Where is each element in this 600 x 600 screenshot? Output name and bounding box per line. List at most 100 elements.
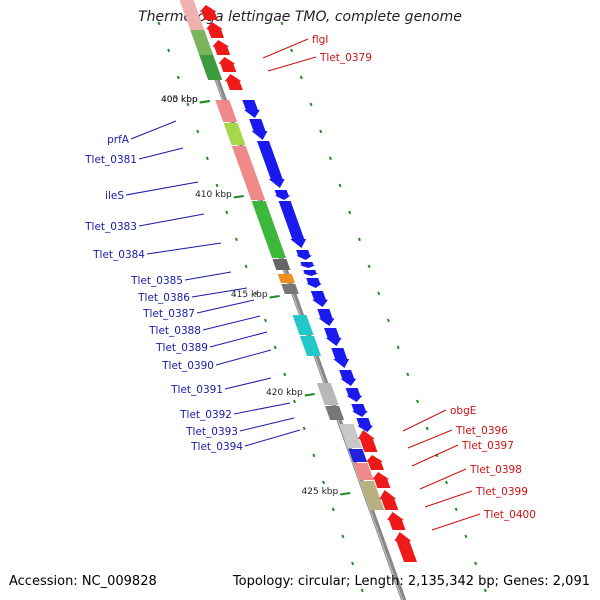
gc-dot-inner	[263, 318, 267, 323]
gc-dot-inner	[254, 291, 258, 296]
forward-gene-label: Tlet_0389	[155, 342, 208, 354]
cog-category-block	[215, 100, 238, 122]
forward-gene-label: Tlet_0388	[148, 325, 201, 337]
forward-gene-arrow	[331, 348, 350, 368]
gc-dot-inner	[283, 372, 287, 377]
reverse-gene-arrow	[206, 22, 225, 38]
reverse-gene-arrow	[394, 532, 417, 562]
forward-gene-label: Tlet_0386	[137, 292, 190, 304]
forward-gene-label: Tlet_0387	[142, 308, 195, 320]
reverse-label-leader	[402, 409, 447, 432]
gc-dot-outer	[425, 426, 429, 431]
gc-dot-inner	[234, 237, 238, 242]
forward-gene-label: Tlet_0390	[161, 360, 214, 372]
gc-dot-outer	[445, 480, 449, 485]
forward-gene-label: prfA	[107, 134, 130, 146]
reverse-gene-label: Tlet_0397	[461, 440, 514, 452]
tick-label: 425 kbp	[302, 487, 339, 497]
reverse-gene-arrow	[357, 430, 378, 452]
gc-dot-inner	[273, 345, 277, 350]
forward-gene-label: Tlet_0394	[190, 441, 243, 453]
reverse-gene-label: Tlet_0400	[483, 509, 536, 521]
forward-label-leader	[138, 147, 184, 160]
reverse-gene-label: Tlet_0398	[469, 464, 522, 476]
tick-label: 410 kbp	[195, 190, 232, 200]
cog-category-block	[339, 424, 363, 448]
map-title: Thermotoga lettingae TMO, complete genom…	[138, 9, 462, 25]
forward-gene-arrow	[257, 141, 285, 188]
gc-dot-inner	[196, 129, 200, 134]
reverse-label-leader	[424, 490, 473, 508]
forward-gene-label: Tlet_0393	[185, 426, 238, 438]
gc-dot-outer	[483, 588, 487, 593]
reverse-gene-label: obgE	[450, 405, 476, 417]
cog-category-block	[292, 315, 314, 335]
cog-category-block	[223, 123, 246, 145]
reverse-label-leader	[262, 38, 309, 59]
cog-category-block	[300, 336, 322, 356]
reverse-gene-arrow	[366, 455, 384, 470]
gc-dot-outer	[328, 156, 332, 161]
forward-gene-label: ileS	[105, 190, 124, 202]
cog-category-block	[348, 449, 368, 462]
forward-label-leader	[239, 417, 295, 432]
cog-category-block	[179, 0, 205, 30]
forward-gene-arrow	[310, 291, 328, 307]
reverse-label-leader	[431, 513, 481, 531]
cog-category-block	[316, 383, 339, 405]
reverse-label-leader	[407, 429, 453, 449]
gc-dot-outer	[319, 129, 323, 134]
gc-dot-outer	[474, 561, 478, 566]
gc-dot-outer	[280, 21, 284, 26]
gc-dot-outer	[290, 48, 294, 53]
reverse-label-leader	[411, 444, 459, 467]
gc-dot-outer	[357, 237, 361, 242]
forward-gene-arrow	[339, 370, 357, 386]
gc-dot-outer	[396, 345, 400, 350]
forward-label-leader	[125, 181, 199, 196]
forward-gene-arrow	[317, 309, 335, 326]
tick-label: 415 kbp	[231, 290, 268, 300]
gc-dot-inner	[167, 48, 171, 53]
gc-dot-outer	[415, 399, 420, 404]
tick-mark	[199, 100, 210, 104]
gc-dot-inner	[215, 183, 219, 188]
forward-gene-arrow	[296, 250, 313, 260]
reverse-gene-label: Tlet_0379	[319, 52, 372, 64]
forward-label-leader	[130, 120, 177, 140]
reverse-label-leader	[419, 468, 467, 490]
genome-info-text: Topology: circular; Length: 2,135,342 bp…	[232, 574, 590, 589]
reverse-label-leader	[267, 56, 317, 72]
forward-label-leader	[233, 402, 291, 415]
reverse-gene-label: Tlet_0396	[455, 425, 508, 437]
cog-category-track	[179, 0, 385, 510]
reverse-gene-arrow	[372, 472, 391, 488]
forward-gene-arrow	[278, 201, 307, 248]
cog-category-block	[199, 55, 223, 80]
forward-gene-arrow	[299, 262, 316, 268]
tick-mark	[304, 393, 315, 397]
forward-gene-arrow	[302, 270, 319, 276]
cog-category-block	[231, 146, 266, 200]
cog-category-block	[251, 201, 286, 258]
forward-gene-arrow	[249, 119, 268, 140]
gc-dot-outer	[367, 264, 371, 269]
gc-dot-outer	[348, 210, 352, 215]
forward-gene-arrow	[351, 404, 368, 417]
gc-dot-outer	[386, 318, 390, 323]
forward-gene-label: Tlet_0384	[92, 249, 145, 261]
cog-category-block	[359, 481, 385, 510]
forward-gene-label: Tlet_0391	[170, 384, 223, 396]
cog-category-block	[353, 463, 374, 480]
forward-gene-label: Tlet_0392	[179, 409, 232, 421]
gc-dot-outer	[338, 183, 342, 188]
reverse-gene-arrow	[224, 74, 243, 90]
forward-label-leader	[244, 429, 301, 447]
gc-dot-inner	[302, 426, 306, 431]
reverse-gene-arrow	[379, 490, 399, 510]
tick-mark	[269, 295, 280, 299]
gc-dot-inner	[360, 588, 364, 593]
tick-label: 400 kbp	[161, 95, 198, 105]
